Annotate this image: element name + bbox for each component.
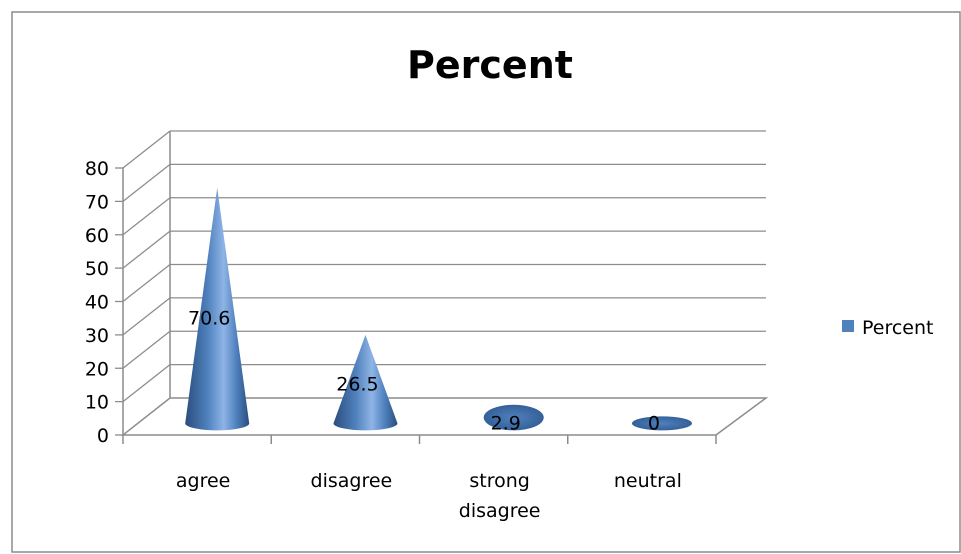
legend-swatch — [842, 320, 854, 332]
data-label: 2.9 — [491, 412, 521, 434]
x-category-label: neutral — [614, 470, 682, 492]
legend-label: Percent — [862, 317, 934, 339]
gridline-side — [122, 330, 171, 369]
cone-series — [185, 187, 692, 431]
y-tick-label: 30 — [85, 325, 109, 347]
gridline-side — [122, 364, 171, 403]
chart-floor — [120, 397, 769, 436]
cone-agree — [185, 187, 250, 431]
cone-strong-disagree — [483, 404, 544, 431]
chart-border — [11, 11, 961, 553]
y-axis-ticks: 0 10 20 30 40 50 60 70 80 — [85, 158, 123, 447]
y-tick-label: 80 — [85, 158, 109, 180]
legend: Percent — [842, 317, 934, 339]
gridlines — [122, 130, 766, 403]
y-tick-label: 20 — [85, 358, 109, 380]
gridline-side — [122, 130, 171, 169]
x-category-label: disagree — [311, 470, 393, 492]
y-tick-label: 40 — [85, 292, 109, 314]
y-tick-label: 60 — [85, 225, 109, 247]
y-tick-label: 50 — [85, 258, 109, 280]
data-labels: 70.6 26.5 2.9 0 — [188, 307, 660, 434]
data-label: 0 — [648, 412, 660, 434]
cone-neutral — [631, 416, 692, 431]
gridline-side — [122, 197, 171, 236]
x-category-label: strong disagree — [459, 470, 541, 522]
gridline-side — [122, 263, 171, 303]
gridline-side — [122, 297, 171, 336]
gridline-side — [122, 163, 171, 202]
x-category-label: agree — [176, 470, 230, 492]
data-label: 26.5 — [336, 374, 378, 396]
y-tick-label: 0 — [97, 425, 109, 447]
chart-title: Percent — [407, 43, 573, 87]
gridline-side — [122, 230, 171, 269]
y-tick-label: 70 — [85, 191, 109, 213]
x-axis-categories: agree disagree strong disagree neutral — [176, 470, 682, 522]
data-label: 70.6 — [188, 307, 230, 329]
y-tick-label: 10 — [85, 392, 109, 414]
cone-disagree — [333, 334, 398, 431]
